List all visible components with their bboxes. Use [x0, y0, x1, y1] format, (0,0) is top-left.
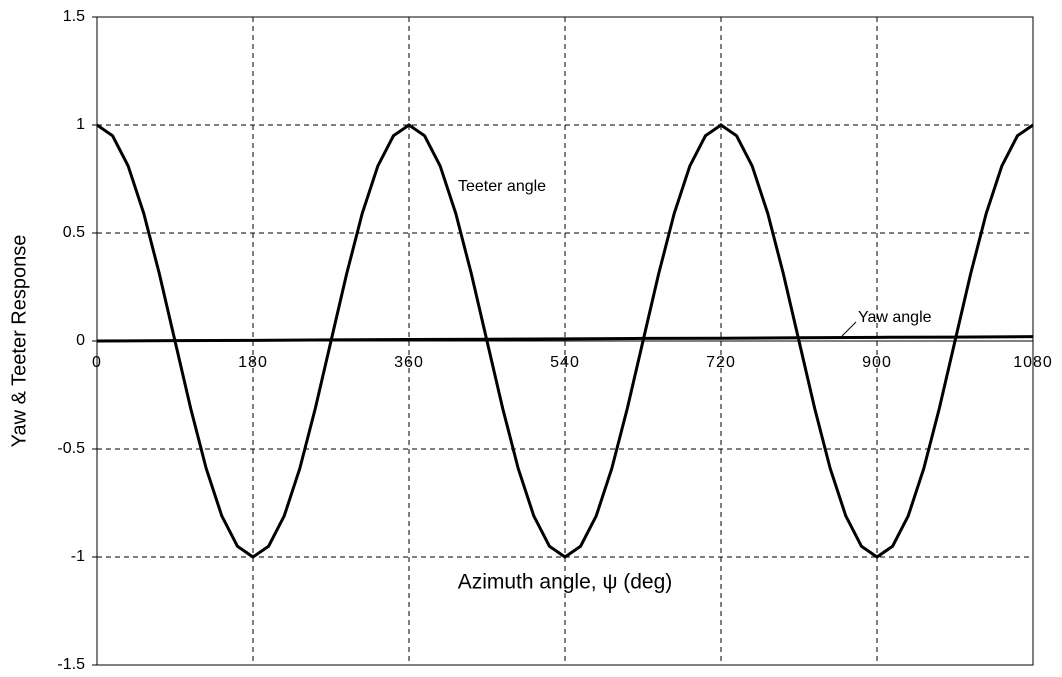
series-label: Teeter angle [458, 178, 546, 195]
y-tick-label: -1 [71, 548, 85, 565]
y-tick-label: 1 [76, 116, 85, 133]
leader-line [841, 321, 857, 337]
data-line [96, 335, 1034, 343]
data-line [96, 123, 1034, 559]
x-tick-label: 900 [862, 354, 892, 371]
y-tick-label: -0.5 [57, 440, 85, 457]
x-tick-label: 360 [394, 354, 424, 371]
x-tick-label: 540 [550, 354, 580, 371]
x-axis-title: Azimuth angle, ψ (deg) [458, 571, 673, 594]
y-tick-label: 0.5 [63, 224, 85, 241]
series-label: Yaw angle [858, 309, 932, 326]
x-tick-label: 180 [238, 354, 268, 371]
y-tick-label: 1.5 [63, 8, 85, 25]
x-tick-label: 720 [706, 354, 736, 371]
y-axis-title: Yaw & Teeter Response [8, 235, 30, 448]
y-tick-label: 0 [76, 332, 85, 349]
y-tick-label: -1.5 [57, 656, 85, 673]
